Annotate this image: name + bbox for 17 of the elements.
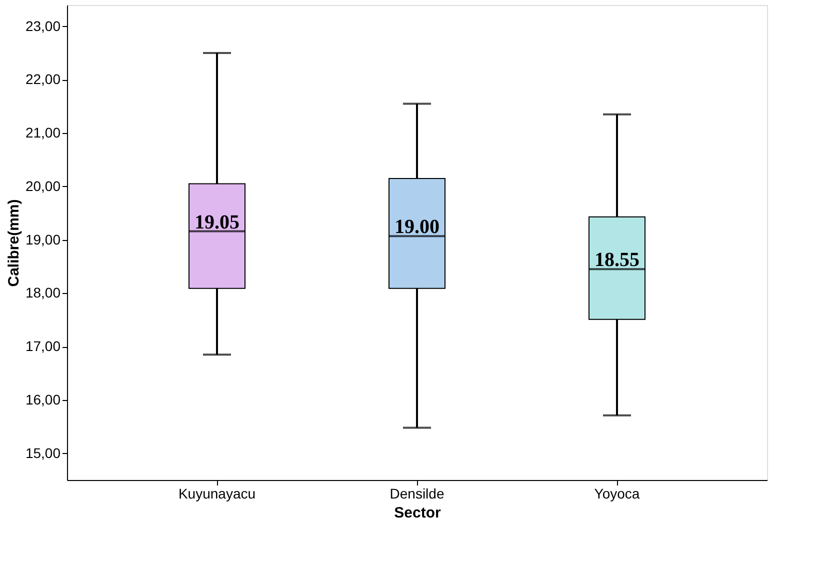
y-tick-label: 19,00 xyxy=(25,231,61,248)
x-tick-label: Densilde xyxy=(390,486,444,502)
annotation: 19.00 xyxy=(394,216,440,238)
annotation: 18.55 xyxy=(594,249,640,272)
y-tick-label: 23,00 xyxy=(25,18,61,34)
y-tick-label: 16,00 xyxy=(25,391,61,408)
annotation: 19.05 xyxy=(194,211,240,234)
y-tick-label: 15,00 xyxy=(25,444,61,461)
x-axis-title: Sector xyxy=(394,504,442,522)
y-tick-label: 20,00 xyxy=(25,178,61,194)
y-tick-label: 21,00 xyxy=(25,124,61,141)
x-tick-label: Kuyunayacu xyxy=(178,486,256,502)
y-tick-label: 17,00 xyxy=(25,338,61,354)
y-axis-title: Calibre(mm) xyxy=(5,199,22,287)
x-tick-label: Yoyoca xyxy=(594,486,640,502)
y-tick-label: 22,00 xyxy=(25,71,61,88)
y-tick-label: 18,00 xyxy=(25,284,61,301)
